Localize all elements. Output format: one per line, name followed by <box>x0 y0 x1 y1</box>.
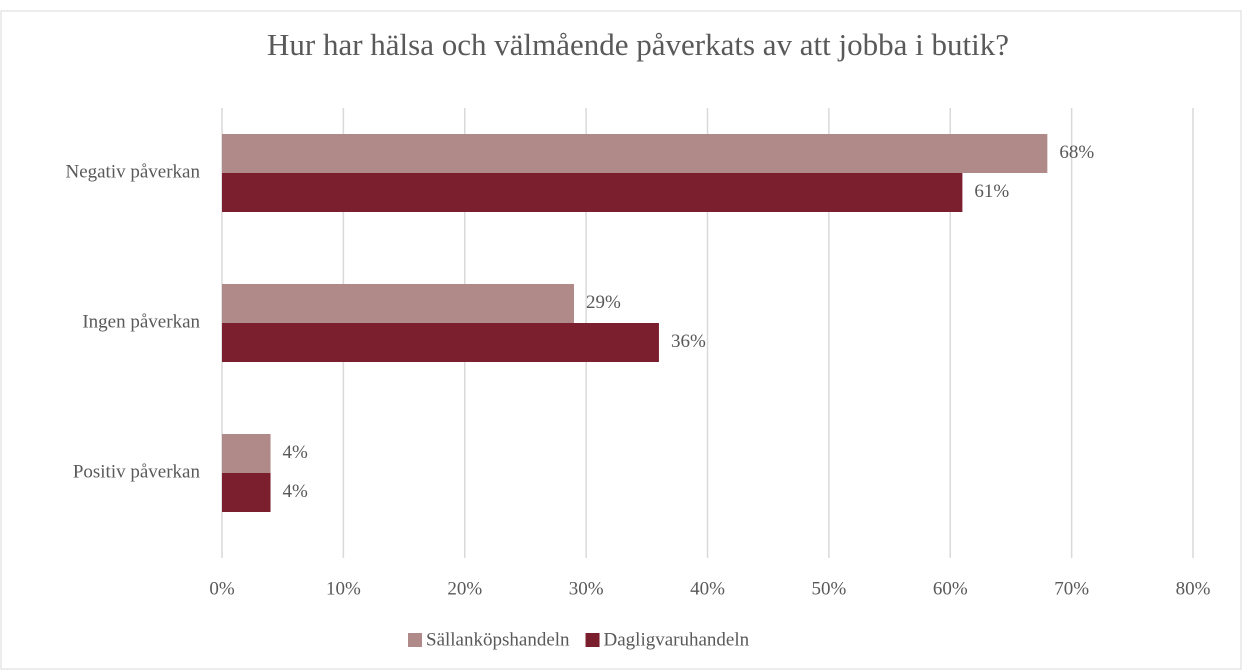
data-label: 4% <box>283 481 309 502</box>
legend-label: Sällanköpshandeln <box>426 629 570 650</box>
x-tick-label: 60% <box>933 578 968 599</box>
y-tick-label: Negativ påverkan <box>65 161 200 182</box>
data-label: 68% <box>1059 142 1094 163</box>
legend-swatch <box>408 633 422 647</box>
x-tick-label: 0% <box>209 578 235 599</box>
chart-title: Hur har hälsa och välmående påverkats av… <box>267 27 1009 62</box>
data-label: 29% <box>586 292 621 313</box>
y-tick-label: Positiv påverkan <box>73 461 201 482</box>
bar <box>222 173 963 212</box>
x-tick-label: 20% <box>447 578 482 599</box>
bar <box>222 473 271 512</box>
bar <box>222 134 1048 173</box>
x-tick-label: 80% <box>1176 578 1211 599</box>
legend-label: Dagligvaruhandeln <box>604 629 750 650</box>
data-label: 4% <box>283 442 309 463</box>
data-label: 61% <box>974 181 1009 202</box>
bar <box>222 323 659 362</box>
data-label: 36% <box>671 331 706 352</box>
x-tick-label: 10% <box>326 578 361 599</box>
y-tick-label: Ingen påverkan <box>82 311 200 332</box>
x-tick-label: 30% <box>569 578 604 599</box>
x-tick-label: 70% <box>1054 578 1089 599</box>
legend-swatch <box>585 633 600 647</box>
x-tick-label: 40% <box>690 578 725 599</box>
bar <box>222 284 574 323</box>
bar <box>222 434 271 473</box>
x-tick-label: 50% <box>811 578 846 599</box>
